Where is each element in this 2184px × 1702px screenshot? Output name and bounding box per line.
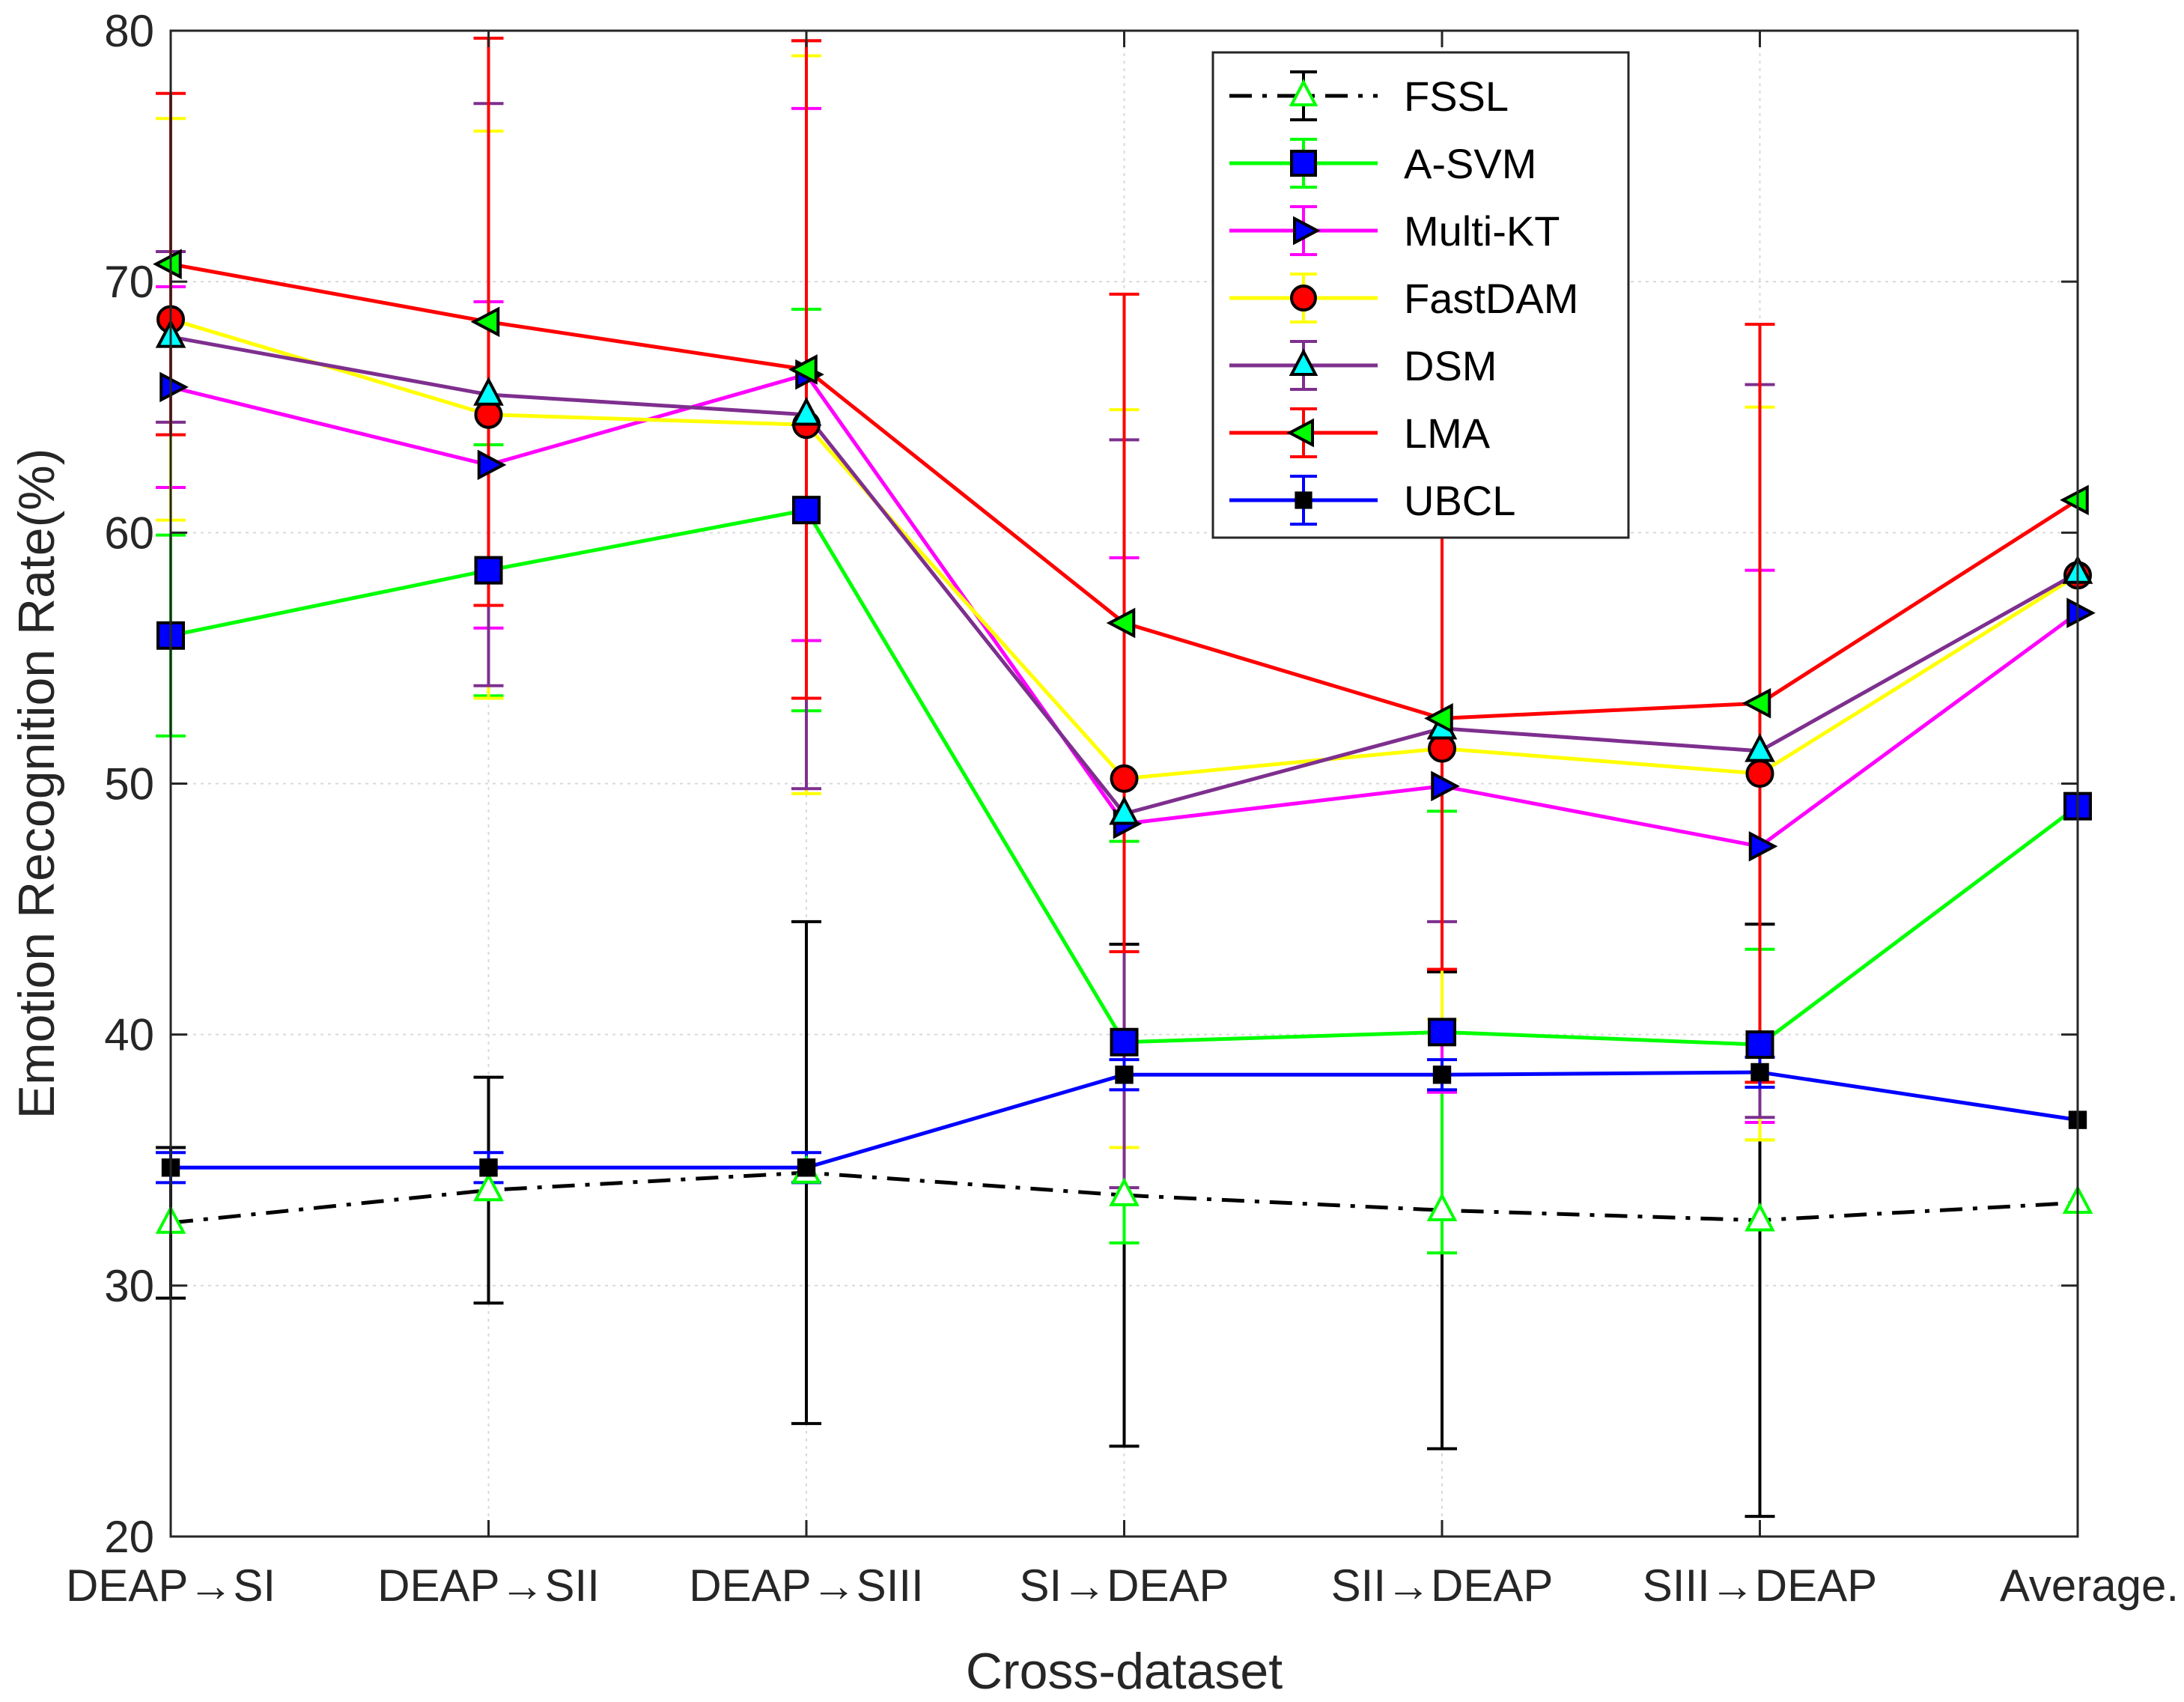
lma-legend-label: LMA: [1404, 410, 1491, 457]
a-svm-point: [792, 496, 821, 525]
y-tick-label: 60: [104, 508, 154, 558]
a-svm-legend-label: A-SVM: [1404, 140, 1536, 187]
lma-point: [470, 306, 500, 338]
fssl-point: [1745, 1202, 1775, 1232]
y-tick-label: 20: [104, 1512, 154, 1562]
fssl-legend-marker: [1289, 79, 1318, 106]
lma-point: [1106, 607, 1136, 639]
legend: FSSL A-SVM Multi-KT FastDAM DSM LMA UBCL: [1211, 51, 1630, 539]
x-tick-label: Average.: [2000, 1560, 2179, 1611]
multi-kt-point: [1748, 830, 1778, 862]
y-axis-label: Emotion Recognition Rate(%): [8, 449, 65, 1119]
y-tick-label: 40: [104, 1010, 154, 1060]
ubcl-legend-label: UBCL: [1404, 477, 1515, 524]
fastdam-point: [1745, 759, 1774, 788]
lma-point: [153, 249, 182, 280]
lma-point: [2060, 484, 2089, 516]
ubcl-point: [1432, 1066, 1452, 1084]
multi-kt-legend-marker: [1293, 216, 1321, 246]
fastdam-point: [474, 400, 503, 429]
lma-point: [1742, 687, 1771, 719]
dsm-legend-label: DSM: [1404, 342, 1497, 389]
a-svm-point: [1428, 1018, 1456, 1047]
a-svm-legend-marker: [1290, 150, 1317, 177]
fastdam-point: [1428, 734, 1456, 763]
fssl-legend-label: FSSL: [1404, 73, 1509, 120]
a-svm-point: [474, 556, 503, 585]
ubcl-point: [1750, 1063, 1769, 1082]
lma-legend-marker: [1286, 418, 1314, 448]
fssl-point: [1426, 1192, 1458, 1222]
multi-kt-point: [477, 449, 507, 481]
ubcl-point: [479, 1158, 498, 1177]
x-axis-label: Cross-dataset: [966, 1643, 1283, 1700]
lma-point: [788, 354, 818, 385]
dsm-point: [1745, 733, 1775, 762]
tick-layer: 20 30 40 50 60 70 80 DEAP→SI DEAP→SII DEAP→SIII SI…: [66, 6, 2179, 1611]
y-tick-label: 80: [104, 6, 154, 56]
marker-layer: [153, 249, 2096, 1234]
x-tick-label: DEAP→SII: [377, 1560, 600, 1611]
fastdam-point: [1110, 764, 1139, 793]
dsm-point: [473, 377, 504, 406]
y-tick-label: 30: [104, 1261, 154, 1311]
y-tick-label: 50: [104, 759, 154, 809]
dsm-point: [791, 396, 822, 426]
fastdam-legend-label: FastDAM: [1404, 275, 1578, 322]
x-tick-label: DEAP→SI: [66, 1560, 276, 1611]
x-tick-label: DEAP→SIII: [689, 1560, 923, 1611]
dsm-point: [1109, 795, 1140, 825]
fssl-point: [1109, 1177, 1140, 1206]
dsm-legend-marker: [1289, 348, 1318, 376]
ubcl-legend-marker: [1295, 491, 1312, 509]
y-tick-label: 70: [104, 257, 154, 307]
ubcl-point: [797, 1158, 816, 1177]
fastdam-legend-marker: [1290, 285, 1317, 311]
fssl-point: [473, 1172, 504, 1202]
x-tick-label: SI→DEAP: [1019, 1560, 1229, 1611]
x-tick-label: SII→DEAP: [1331, 1560, 1554, 1611]
lma-point: [1424, 703, 1453, 734]
ubcl-point: [1115, 1066, 1134, 1084]
x-tick-label: SIII→DEAP: [1643, 1560, 1877, 1611]
multi-kt-point: [2066, 598, 2096, 628]
a-svm-point: [1745, 1030, 1774, 1060]
legend-box: [1211, 51, 1630, 539]
multi-kt-legend-label: Multi-KT: [1404, 207, 1560, 255]
multi-kt-point: [1431, 771, 1460, 802]
a-svm-point: [1110, 1027, 1139, 1057]
multi-kt-point: [159, 371, 189, 403]
